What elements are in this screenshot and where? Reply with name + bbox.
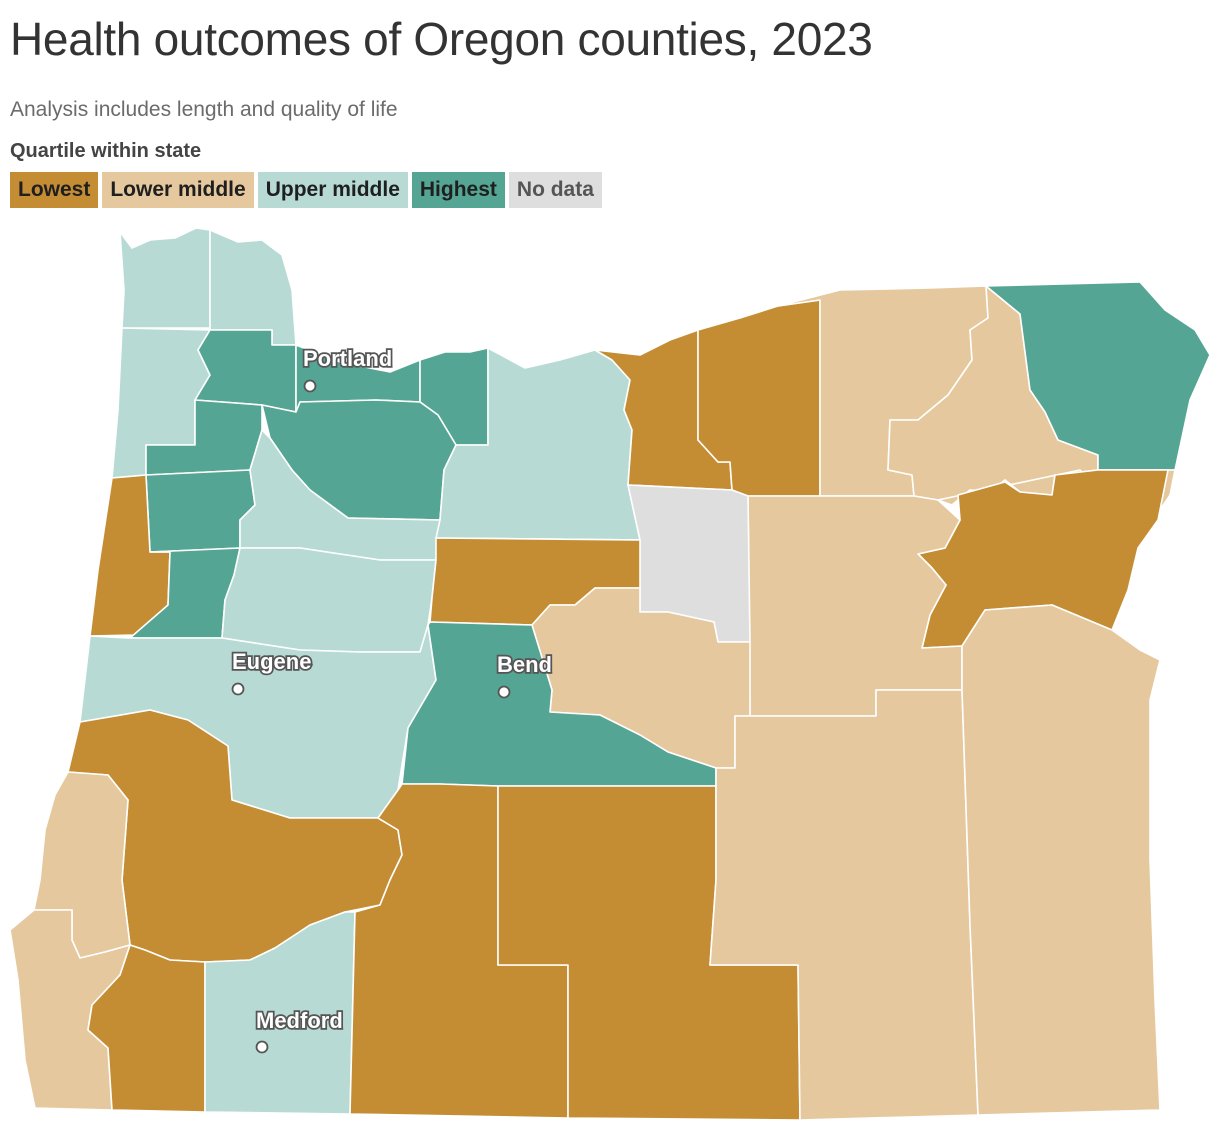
chart-subtitle: Analysis includes length and quality of … xyxy=(10,98,398,121)
city-label-portland: Portland xyxy=(303,346,392,371)
legend-item-no-data: No data xyxy=(508,172,602,208)
county-polk[interactable] xyxy=(145,469,256,553)
county-linn[interactable] xyxy=(221,547,437,653)
county-josephine[interactable] xyxy=(87,944,206,1113)
city-bend: Bend xyxy=(495,650,554,699)
city-dot-medford xyxy=(255,1040,269,1054)
city-dot-portland xyxy=(303,379,317,393)
county-jackson[interactable] xyxy=(204,911,356,1115)
county-grant[interactable] xyxy=(747,495,963,717)
city-dot-eugene xyxy=(231,682,245,696)
city-portland: Portland xyxy=(301,344,394,393)
legend-title: Quartile within state xyxy=(10,140,202,162)
county-malheur[interactable] xyxy=(961,604,1161,1116)
city-medford: Medford xyxy=(254,1006,345,1054)
chart-title: Health outcomes of Oregon counties, 2023 xyxy=(10,13,873,65)
city-dot-bend xyxy=(497,685,511,699)
city-label-medford: Medford xyxy=(256,1008,343,1033)
city-label-bend: Bend xyxy=(497,652,552,677)
county-columbia[interactable] xyxy=(209,229,297,346)
legend-item-lower-middle: Lower middle xyxy=(102,172,254,208)
legend-item-upper-middle: Upper middle xyxy=(257,172,408,208)
city-label-eugene: Eugene xyxy=(232,649,311,674)
city-eugene: Eugene xyxy=(230,647,313,696)
county-clatsop[interactable] xyxy=(119,227,211,329)
legend-item-highest: Highest xyxy=(411,172,505,208)
legend: Lowest Lower middle Upper middle Highest… xyxy=(10,172,602,208)
legend-item-lowest: Lowest xyxy=(10,172,99,208)
